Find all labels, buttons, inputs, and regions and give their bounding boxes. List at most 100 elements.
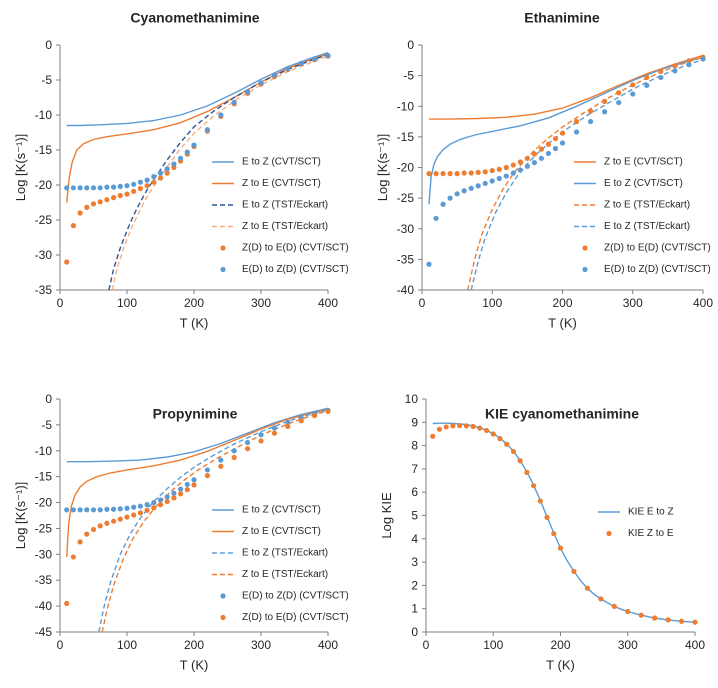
y-tick-label: -20 bbox=[35, 178, 53, 192]
point-e-d-to-z-d-cvt-sct bbox=[271, 72, 277, 78]
point-e-d-to-z-d-cvt-sct bbox=[164, 166, 170, 172]
point-e-d-to-z-d-cvt-sct bbox=[64, 185, 70, 191]
legend-entry: Z to E (CVT/SCT) bbox=[242, 526, 321, 537]
point-e-d-to-z-d-cvt-sct bbox=[602, 109, 608, 115]
point-e-d-to-z-d-cvt-sct bbox=[137, 503, 143, 509]
point-kie-z-to-e bbox=[504, 441, 510, 447]
point-e-d-to-z-d-cvt-sct bbox=[271, 425, 277, 431]
point-z-d-to-e-d-cvt-sct bbox=[111, 518, 117, 524]
point-e-d-to-z-d-cvt-sct bbox=[117, 506, 123, 512]
point-e-d-to-z-d-cvt-sct bbox=[131, 181, 137, 187]
x-tick-label: 0 bbox=[419, 296, 426, 310]
series-line-e-to-z-cvt-sct bbox=[66, 407, 329, 463]
chart-title: Propynimine bbox=[153, 405, 238, 421]
point-kie-z-to-e bbox=[430, 433, 436, 439]
point-kie-z-to-e bbox=[524, 469, 530, 475]
y-axis-label: Log KIE bbox=[379, 492, 394, 539]
point-e-d-to-z-d-cvt-sct bbox=[151, 174, 157, 180]
legend-entry: Z(D) to E(D) (CVT/SCT) bbox=[242, 243, 349, 254]
point-e-d-to-z-d-cvt-sct bbox=[144, 502, 150, 508]
point-e-d-to-z-d-cvt-sct bbox=[475, 183, 481, 189]
point-kie-z-to-e bbox=[497, 436, 503, 442]
y-tick-label: -30 bbox=[35, 547, 53, 561]
point-e-d-to-z-d-cvt-sct bbox=[686, 62, 692, 68]
point-kie-z-to-e bbox=[483, 427, 490, 434]
series-line-kie-e-to-z bbox=[432, 422, 696, 623]
y-axis-label: Log [K(s⁻¹)] bbox=[13, 482, 28, 550]
point-z-d-to-e-d-cvt-sct bbox=[84, 204, 90, 210]
point-z-d-to-e-d-cvt-sct bbox=[64, 600, 70, 607]
legend-entry: Z(D) to E(D) (CVT/SCT) bbox=[242, 612, 349, 623]
point-e-d-to-z-d-cvt-sct bbox=[588, 118, 594, 125]
point-z-d-to-e-d-cvt-sct bbox=[312, 412, 318, 419]
point-kie-z-to-e bbox=[477, 425, 483, 431]
point-z-d-to-e-d-cvt-sct bbox=[111, 195, 117, 201]
chart-propynimine: Propynimine 0 -5 -10 -15 -20 -25 -30 -35 -40 -45 0 1… bbox=[13, 392, 349, 673]
point-z-d-to-e-d-cvt-sct bbox=[325, 408, 331, 415]
series-line-e-to-z-tst-eckart bbox=[470, 59, 704, 290]
series-kie-z-to-e bbox=[430, 422, 698, 625]
point-e-d-to-z-d-cvt-sct bbox=[124, 183, 130, 189]
point-z-d-to-e-d-cvt-sct bbox=[144, 183, 150, 189]
point-z-d-to-e-d-cvt-sct bbox=[178, 491, 184, 497]
point-kie-z-to-e bbox=[436, 426, 443, 432]
point-z-d-to-e-d-cvt-sct bbox=[117, 516, 123, 522]
point-z-d-to-e-d-cvt-sct bbox=[510, 162, 516, 168]
point-e-d-to-z-d-cvt-sct bbox=[178, 486, 184, 492]
point-e-d-to-z-d-cvt-sct bbox=[218, 112, 224, 118]
y-tick-label: -45 bbox=[35, 625, 53, 639]
point-kie-z-to-e bbox=[638, 612, 644, 618]
point-kie-z-to-e bbox=[678, 618, 685, 624]
y-tick-label: -5 bbox=[41, 418, 52, 432]
x-tick-label: 0 bbox=[57, 638, 64, 652]
point-e-d-to-z-d-cvt-sct bbox=[461, 188, 467, 194]
x-axis-label: T (K) bbox=[546, 658, 575, 673]
point-e-d-to-z-d-cvt-sct bbox=[312, 56, 318, 62]
point-e-d-to-z-d-cvt-sct bbox=[538, 155, 545, 161]
point-z-d-to-e-d-cvt-sct bbox=[124, 191, 130, 197]
point-z-d-to-e-d-cvt-sct bbox=[97, 523, 103, 529]
point-z-d-to-e-d-cvt-sct bbox=[157, 502, 164, 508]
point-kie-z-to-e bbox=[692, 619, 698, 625]
legend: Z to E (CVT/SCT) E to Z (CVT/SCT) Z to E (… bbox=[574, 157, 711, 275]
chart-title: Cyanomethanimine bbox=[130, 9, 259, 25]
point-e-d-to-z-d-cvt-sct bbox=[258, 80, 264, 86]
y-tick-label: 1 bbox=[411, 602, 418, 616]
point-z-d-to-e-d-cvt-sct bbox=[124, 514, 130, 520]
legend-entry: E to Z (CVT/SCT) bbox=[604, 178, 683, 189]
point-kie-z-to-e bbox=[470, 423, 476, 430]
point-e-d-to-z-d-cvt-sct bbox=[90, 185, 97, 191]
point-z-d-to-e-d-cvt-sct bbox=[524, 155, 530, 161]
legend-entry: KIE Z to E bbox=[628, 528, 674, 539]
point-e-d-to-z-d-cvt-sct bbox=[496, 175, 502, 182]
point-z-d-to-e-d-cvt-sct bbox=[90, 201, 97, 207]
y-tick-label: 3 bbox=[411, 555, 418, 569]
y-tick-label: 0 bbox=[407, 38, 414, 52]
y-tick-label: 2 bbox=[411, 578, 418, 592]
y-tick-label: -10 bbox=[35, 444, 53, 458]
point-kie-z-to-e bbox=[450, 423, 456, 429]
y-tick-label: -40 bbox=[397, 283, 415, 297]
legend: KIE E to Z KIE Z to E bbox=[598, 507, 674, 539]
y-tick-label: 5 bbox=[411, 509, 418, 523]
legend-marker bbox=[582, 245, 588, 251]
point-e-d-to-z-d-cvt-sct bbox=[184, 481, 190, 488]
point-z-d-to-e-d-cvt-sct bbox=[503, 164, 509, 171]
x-tick-label: 100 bbox=[117, 638, 137, 652]
point-e-d-to-z-d-cvt-sct bbox=[171, 161, 177, 167]
point-e-d-to-z-d-cvt-sct bbox=[644, 82, 650, 89]
x-tick-label: 200 bbox=[184, 296, 204, 310]
plot-area bbox=[64, 52, 331, 290]
point-z-d-to-e-d-cvt-sct bbox=[191, 482, 197, 488]
legend-entry: Z to E (TST/Eckart) bbox=[604, 200, 690, 211]
point-e-d-to-z-d-cvt-sct bbox=[433, 215, 439, 221]
series-line-e-to-z-cvt-sct bbox=[66, 52, 329, 127]
point-z-d-to-e-d-cvt-sct bbox=[104, 520, 110, 526]
series-line-z-to-e-cvt-sct bbox=[66, 408, 329, 557]
x-tick-label: 0 bbox=[57, 296, 64, 310]
legend-marker bbox=[220, 614, 226, 621]
point-z-d-to-e-d-cvt-sct bbox=[77, 210, 83, 216]
point-z-d-to-e-d-cvt-sct bbox=[496, 166, 502, 172]
point-z-d-to-e-d-cvt-sct bbox=[482, 169, 488, 175]
point-e-d-to-z-d-cvt-sct bbox=[503, 173, 509, 179]
